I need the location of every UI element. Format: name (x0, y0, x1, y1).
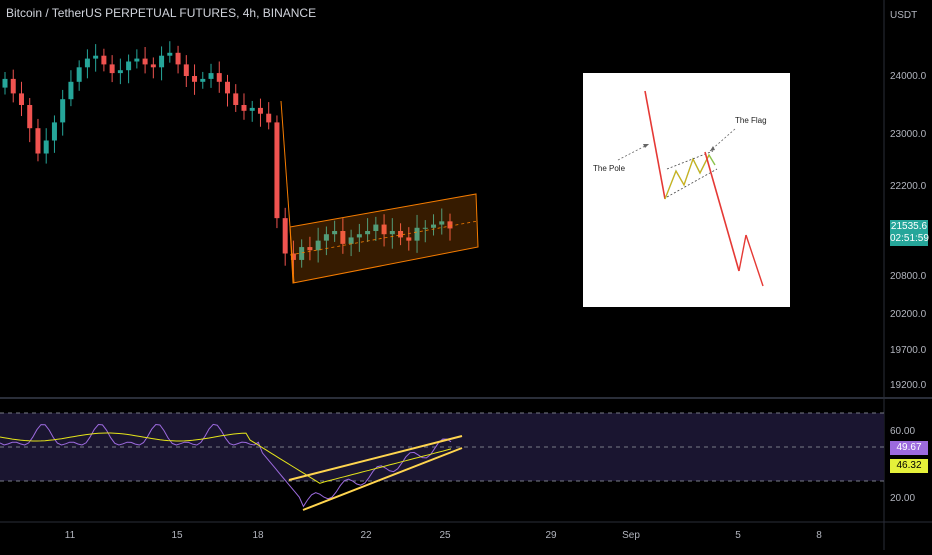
candle-body (439, 221, 445, 225)
candle-body (208, 73, 214, 79)
candle-body (134, 58, 140, 62)
candle-body (282, 218, 288, 254)
candle-body (307, 247, 313, 251)
trendline-lower (302, 447, 463, 511)
time-tick-label: 8 (816, 530, 822, 541)
candle-body (356, 234, 362, 238)
candle-body (257, 107, 263, 114)
candle-body (43, 140, 49, 154)
flag-label: The Flag (735, 116, 767, 125)
candle-body (200, 78, 206, 82)
candle-body (225, 81, 230, 94)
candle-body (299, 247, 305, 260)
time-tick-label: 18 (252, 530, 264, 541)
price-tick-label: 19200.0 (890, 380, 927, 391)
time-tick-label: Sep (622, 530, 640, 541)
candle-body (233, 93, 239, 105)
pole-label: The Pole (593, 164, 626, 173)
time-tick-label: 5 (735, 530, 741, 541)
time-tick-label: 25 (439, 530, 451, 541)
price-tick-label: 23000.0 (890, 129, 927, 140)
candle-body (365, 231, 371, 235)
candle-body (266, 113, 272, 123)
candle-body (183, 64, 189, 76)
current-price-tag: 21535.6 02:51:59 (890, 220, 929, 246)
time-tick-label: 15 (171, 530, 183, 541)
candle-body (51, 122, 57, 141)
flag-pattern-svg (617, 90, 764, 287)
candle-body (175, 52, 181, 65)
price-tick-label: 20200.0 (890, 309, 927, 320)
candle-body (406, 237, 412, 241)
candle-body (2, 78, 8, 88)
candle-body (142, 58, 148, 65)
rsi-ma-line (0, 432, 452, 484)
candle-body (192, 76, 198, 82)
time-tick-label: 11 (65, 530, 76, 541)
candle-body (159, 55, 165, 68)
candle-body (348, 237, 354, 244)
candle-body (398, 231, 404, 238)
candle-body (422, 227, 428, 229)
candle-body (323, 234, 329, 241)
candle-body (241, 105, 247, 111)
bull-flag-diagram: The Pole The Flag (583, 73, 790, 307)
channel-midline (289, 220, 479, 256)
bar-countdown: 02:51:59 (890, 233, 929, 244)
indicator-tick-label: 60.00 (890, 426, 915, 437)
price-tick-label: 19700.0 (890, 345, 927, 356)
candle-body (126, 61, 132, 71)
candle-body (290, 253, 296, 260)
candle-body (332, 231, 338, 235)
time-tick-label: 29 (545, 530, 557, 541)
price-tick-label: 20800.0 (890, 271, 927, 282)
candle-body (27, 105, 33, 129)
candle-body (167, 52, 173, 56)
rsi-value-tag: 49.67 (890, 441, 928, 455)
candle-body (150, 64, 156, 68)
candle-body (117, 70, 123, 74)
candle-body (274, 122, 280, 219)
candle-body (84, 58, 90, 68)
candle-body (373, 224, 379, 231)
candle-body (315, 240, 321, 251)
price-tick-label: 24000.0 (890, 71, 927, 82)
symbol-title: Bitcoin / TetherUS PERPETUAL FUTURES, 4h… (6, 6, 317, 20)
price-tick-label: 22200.0 (890, 181, 927, 192)
candle-body (76, 67, 82, 82)
time-tick-label: 22 (360, 530, 372, 541)
candle-body (447, 221, 453, 229)
candle-body (35, 128, 41, 154)
candle-body (389, 231, 395, 235)
flag-channel (289, 193, 479, 284)
candle-body (10, 78, 16, 94)
trendline-upper (288, 435, 463, 481)
candle-body (68, 81, 74, 100)
indicator-tick-label: 20.00 (890, 493, 915, 504)
candle-body (93, 55, 99, 59)
currency-label: USDT (890, 10, 917, 21)
candle-body (18, 93, 24, 105)
candle-body (60, 99, 66, 123)
candle-body (216, 73, 222, 82)
pole-line (280, 100, 295, 284)
candle-body (109, 64, 115, 74)
candle-body (414, 227, 420, 241)
candle-body (381, 224, 387, 235)
current-price-value: 21535.6 (890, 221, 928, 232)
candle-body (249, 107, 255, 111)
candle-body (340, 231, 346, 244)
rsi-ma-value-tag: 46.32 (890, 459, 928, 473)
candle-body (101, 55, 107, 65)
candle-body (431, 224, 437, 228)
